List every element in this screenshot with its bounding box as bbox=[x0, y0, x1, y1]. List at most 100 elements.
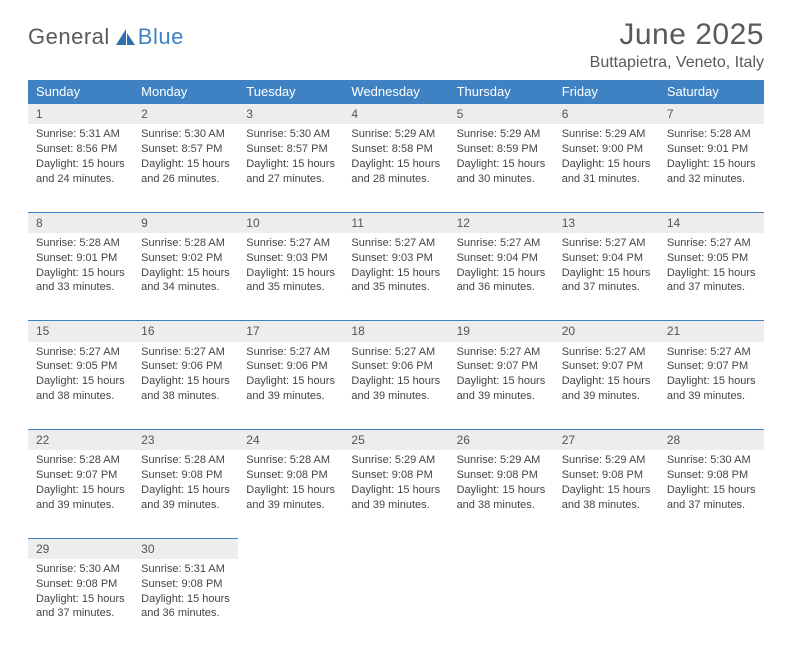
sunrise-line: Sunrise: 5:27 AM bbox=[351, 345, 440, 360]
sunset-line: Sunset: 9:08 PM bbox=[141, 468, 230, 483]
detail-row: Sunrise: 5:28 AMSunset: 9:07 PMDaylight:… bbox=[28, 450, 764, 538]
sunset-line: Sunset: 9:06 PM bbox=[246, 359, 335, 374]
day-number-cell: 5 bbox=[449, 104, 554, 125]
sunset-line: Sunset: 9:02 PM bbox=[141, 251, 230, 266]
weekday-header-row: Sunday Monday Tuesday Wednesday Thursday… bbox=[28, 80, 764, 104]
day-number-cell: 22 bbox=[28, 430, 133, 451]
sunrise-line: Sunrise: 5:28 AM bbox=[36, 236, 125, 251]
day-number-cell: 11 bbox=[343, 212, 448, 233]
daylight-line: Daylight: 15 hours and 39 minutes. bbox=[141, 483, 230, 513]
day-detail-cell: Sunrise: 5:30 AMSunset: 8:57 PMDaylight:… bbox=[133, 124, 238, 212]
day-detail-cell: Sunrise: 5:30 AMSunset: 9:08 PMDaylight:… bbox=[28, 559, 133, 647]
day-number-cell: 9 bbox=[133, 212, 238, 233]
sunrise-line: Sunrise: 5:28 AM bbox=[141, 453, 230, 468]
detail-row: Sunrise: 5:30 AMSunset: 9:08 PMDaylight:… bbox=[28, 559, 764, 647]
sunset-line: Sunset: 9:07 PM bbox=[562, 359, 651, 374]
daylight-line: Daylight: 15 hours and 35 minutes. bbox=[246, 266, 335, 296]
daynum-row: 15161718192021 bbox=[28, 321, 764, 342]
day-detail-cell: Sunrise: 5:28 AMSunset: 9:08 PMDaylight:… bbox=[238, 450, 343, 538]
day-detail-cell bbox=[238, 559, 343, 647]
sunrise-line: Sunrise: 5:30 AM bbox=[141, 127, 230, 142]
daylight-line: Daylight: 15 hours and 30 minutes. bbox=[457, 157, 546, 187]
day-number-cell: 3 bbox=[238, 104, 343, 125]
day-number-cell: 21 bbox=[659, 321, 764, 342]
weekday-header: Sunday bbox=[28, 80, 133, 104]
day-detail-cell: Sunrise: 5:29 AMSunset: 9:08 PMDaylight:… bbox=[554, 450, 659, 538]
day-number-cell: 7 bbox=[659, 104, 764, 125]
detail-row: Sunrise: 5:27 AMSunset: 9:05 PMDaylight:… bbox=[28, 342, 764, 430]
daylight-line: Daylight: 15 hours and 39 minutes. bbox=[351, 374, 440, 404]
day-detail-cell bbox=[449, 559, 554, 647]
day-number-cell: 20 bbox=[554, 321, 659, 342]
day-number-cell: 2 bbox=[133, 104, 238, 125]
page-header: General Blue June 2025 Buttapietra, Vene… bbox=[28, 18, 764, 72]
daynum-row: 2930 bbox=[28, 538, 764, 559]
sunset-line: Sunset: 9:03 PM bbox=[246, 251, 335, 266]
daylight-line: Daylight: 15 hours and 39 minutes. bbox=[246, 374, 335, 404]
day-detail-cell: Sunrise: 5:27 AMSunset: 9:05 PMDaylight:… bbox=[659, 233, 764, 321]
sunrise-line: Sunrise: 5:31 AM bbox=[141, 562, 230, 577]
sunrise-line: Sunrise: 5:29 AM bbox=[457, 453, 546, 468]
day-detail-cell: Sunrise: 5:27 AMSunset: 9:07 PMDaylight:… bbox=[659, 342, 764, 430]
sunrise-line: Sunrise: 5:27 AM bbox=[457, 236, 546, 251]
day-number-cell: 26 bbox=[449, 430, 554, 451]
detail-row: Sunrise: 5:31 AMSunset: 8:56 PMDaylight:… bbox=[28, 124, 764, 212]
weekday-header: Wednesday bbox=[343, 80, 448, 104]
daylight-line: Daylight: 15 hours and 35 minutes. bbox=[351, 266, 440, 296]
daylight-line: Daylight: 15 hours and 27 minutes. bbox=[246, 157, 335, 187]
day-detail-cell: Sunrise: 5:27 AMSunset: 9:03 PMDaylight:… bbox=[343, 233, 448, 321]
sunrise-line: Sunrise: 5:27 AM bbox=[246, 236, 335, 251]
daylight-line: Daylight: 15 hours and 38 minutes. bbox=[457, 483, 546, 513]
sunrise-line: Sunrise: 5:30 AM bbox=[667, 453, 756, 468]
sunrise-line: Sunrise: 5:27 AM bbox=[457, 345, 546, 360]
day-detail-cell: Sunrise: 5:30 AMSunset: 8:57 PMDaylight:… bbox=[238, 124, 343, 212]
sunset-line: Sunset: 9:04 PM bbox=[562, 251, 651, 266]
daylight-line: Daylight: 15 hours and 24 minutes. bbox=[36, 157, 125, 187]
weekday-header: Friday bbox=[554, 80, 659, 104]
sunrise-line: Sunrise: 5:30 AM bbox=[246, 127, 335, 142]
weekday-header: Saturday bbox=[659, 80, 764, 104]
weekday-header: Thursday bbox=[449, 80, 554, 104]
daylight-line: Daylight: 15 hours and 33 minutes. bbox=[36, 266, 125, 296]
daynum-row: 1234567 bbox=[28, 104, 764, 125]
sunset-line: Sunset: 8:57 PM bbox=[141, 142, 230, 157]
sunrise-line: Sunrise: 5:29 AM bbox=[351, 453, 440, 468]
title-block: June 2025 Buttapietra, Veneto, Italy bbox=[590, 18, 764, 72]
day-number-cell: 15 bbox=[28, 321, 133, 342]
weekday-header: Monday bbox=[133, 80, 238, 104]
day-detail-cell: Sunrise: 5:28 AMSunset: 9:07 PMDaylight:… bbox=[28, 450, 133, 538]
day-number-cell: 8 bbox=[28, 212, 133, 233]
sunset-line: Sunset: 9:04 PM bbox=[457, 251, 546, 266]
day-detail-cell bbox=[659, 559, 764, 647]
sunset-line: Sunset: 9:05 PM bbox=[667, 251, 756, 266]
day-number-cell: 25 bbox=[343, 430, 448, 451]
day-detail-cell: Sunrise: 5:27 AMSunset: 9:07 PMDaylight:… bbox=[449, 342, 554, 430]
sunset-line: Sunset: 9:08 PM bbox=[246, 468, 335, 483]
sunrise-line: Sunrise: 5:27 AM bbox=[667, 345, 756, 360]
day-number-cell bbox=[343, 538, 448, 559]
sunrise-line: Sunrise: 5:27 AM bbox=[36, 345, 125, 360]
day-detail-cell: Sunrise: 5:31 AMSunset: 8:56 PMDaylight:… bbox=[28, 124, 133, 212]
daylight-line: Daylight: 15 hours and 39 minutes. bbox=[457, 374, 546, 404]
sunrise-line: Sunrise: 5:29 AM bbox=[562, 127, 651, 142]
sunset-line: Sunset: 9:01 PM bbox=[667, 142, 756, 157]
sunrise-line: Sunrise: 5:28 AM bbox=[36, 453, 125, 468]
day-detail-cell: Sunrise: 5:31 AMSunset: 9:08 PMDaylight:… bbox=[133, 559, 238, 647]
weekday-header: Tuesday bbox=[238, 80, 343, 104]
day-number-cell: 18 bbox=[343, 321, 448, 342]
detail-row: Sunrise: 5:28 AMSunset: 9:01 PMDaylight:… bbox=[28, 233, 764, 321]
day-detail-cell: Sunrise: 5:27 AMSunset: 9:03 PMDaylight:… bbox=[238, 233, 343, 321]
daylight-line: Daylight: 15 hours and 26 minutes. bbox=[141, 157, 230, 187]
sunrise-line: Sunrise: 5:27 AM bbox=[562, 345, 651, 360]
day-detail-cell: Sunrise: 5:27 AMSunset: 9:05 PMDaylight:… bbox=[28, 342, 133, 430]
sunrise-line: Sunrise: 5:30 AM bbox=[36, 562, 125, 577]
day-number-cell: 10 bbox=[238, 212, 343, 233]
month-title: June 2025 bbox=[590, 18, 764, 52]
sunset-line: Sunset: 9:01 PM bbox=[36, 251, 125, 266]
sunset-line: Sunset: 8:58 PM bbox=[351, 142, 440, 157]
daylight-line: Daylight: 15 hours and 37 minutes. bbox=[36, 592, 125, 622]
sunset-line: Sunset: 9:07 PM bbox=[36, 468, 125, 483]
day-detail-cell: Sunrise: 5:28 AMSunset: 9:08 PMDaylight:… bbox=[133, 450, 238, 538]
day-number-cell: 23 bbox=[133, 430, 238, 451]
sunset-line: Sunset: 9:06 PM bbox=[141, 359, 230, 374]
